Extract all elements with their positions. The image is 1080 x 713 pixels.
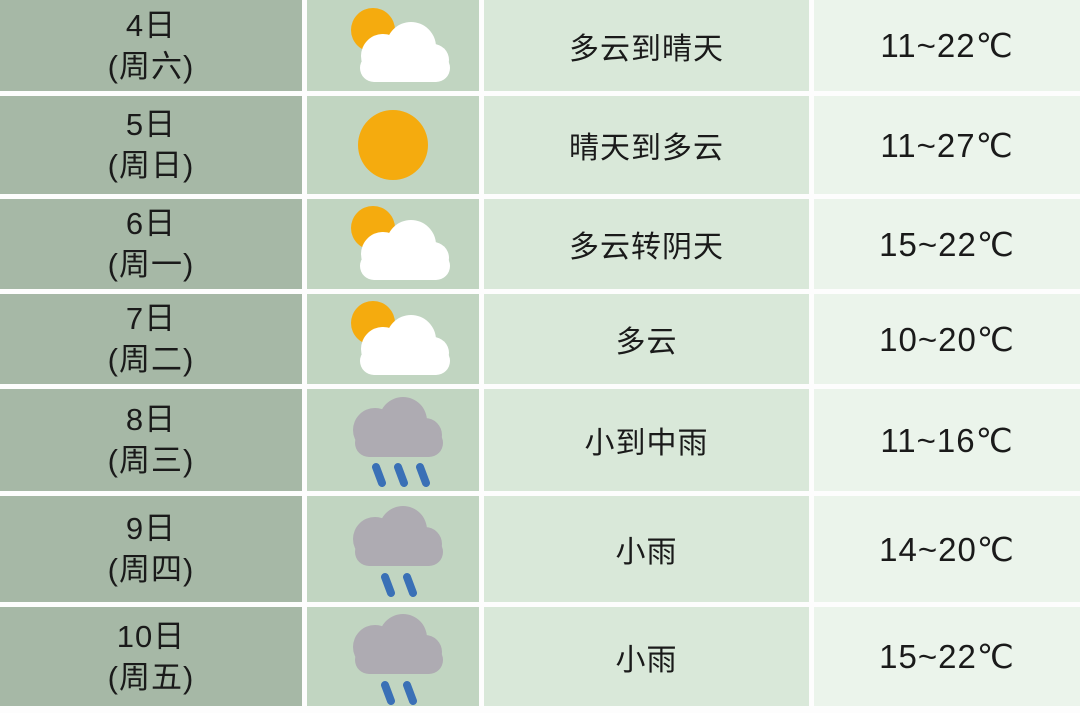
date-weekday: (周五)	[107, 659, 195, 695]
date-weekday: (周六)	[107, 48, 195, 84]
date-cell: 7日 (周二)	[0, 294, 302, 384]
temperature-text: 11~22℃	[880, 27, 1014, 64]
date-day: 6日	[125, 206, 177, 241]
condition-text: 小雨	[615, 536, 678, 569]
temperature-cell: 11~16℃	[814, 389, 1080, 491]
date-cell: 6日 (周一)	[0, 199, 302, 289]
weather-icon-cell	[307, 607, 479, 706]
date-cell: 9日 (周四)	[0, 496, 302, 602]
condition-text: 小到中雨	[584, 427, 709, 460]
date-day: 10日	[116, 618, 186, 654]
weather-icon-cell	[307, 96, 479, 194]
condition-text: 多云	[615, 326, 678, 359]
temperature-cell: 15~22℃	[814, 199, 1080, 289]
date-day: 7日	[125, 301, 177, 336]
date-cell: 4日 (周六)	[0, 0, 302, 91]
sun-behind-cloud-icon	[351, 206, 450, 280]
condition-cell: 多云转阴天	[484, 199, 809, 289]
condition-cell: 小到中雨	[484, 389, 809, 491]
temperature-cell: 14~20℃	[814, 496, 1080, 602]
condition-text: 小雨	[615, 643, 678, 677]
temperature-text: 15~22℃	[879, 225, 1015, 263]
rain-cloud-icon	[327, 609, 459, 705]
temperature-text: 10~20℃	[879, 320, 1015, 358]
weather-icon-cell	[307, 496, 479, 602]
temperature-cell: 15~22℃	[814, 607, 1080, 706]
condition-cell: 小雨	[484, 607, 809, 706]
date-day: 5日	[125, 107, 177, 142]
temperature-cell: 11~27℃	[814, 96, 1080, 194]
condition-cell: 晴天到多云	[484, 96, 809, 194]
date-day: 8日	[125, 402, 177, 437]
temperature-text: 15~22℃	[879, 638, 1015, 675]
date-cell: 8日 (周三)	[0, 389, 302, 491]
date-day: 9日	[125, 511, 177, 546]
temperature-text: 14~20℃	[879, 530, 1015, 568]
condition-text: 晴天到多云	[569, 132, 724, 165]
date-weekday: (周一)	[107, 247, 195, 282]
temperature-cell: 11~22℃	[814, 0, 1080, 91]
condition-text: 多云转阴天	[569, 231, 724, 264]
sun-behind-cloud-icon	[351, 7, 450, 82]
weather-icon-cell	[307, 294, 479, 384]
date-cell: 5日 (周日)	[0, 96, 302, 194]
temperature-cell: 10~20℃	[814, 294, 1080, 384]
weather-icon-cell	[307, 389, 479, 491]
rain-cloud-icon	[327, 501, 459, 597]
weather-icon-cell	[307, 199, 479, 289]
date-weekday: (周二)	[107, 342, 195, 377]
condition-text: 多云到晴天	[569, 32, 724, 66]
rain-cloud-icon	[327, 392, 459, 488]
sun-icon	[358, 110, 428, 180]
sun-behind-cloud-icon	[351, 301, 450, 375]
condition-cell: 小雨	[484, 496, 809, 602]
date-weekday: (周日)	[107, 148, 195, 183]
date-day: 4日	[125, 7, 177, 43]
temperature-text: 11~16℃	[880, 421, 1014, 459]
date-cell: 10日 (周五)	[0, 607, 302, 706]
temperature-text: 11~27℃	[880, 126, 1014, 164]
weather-icon-cell	[307, 0, 479, 91]
date-weekday: (周四)	[107, 552, 195, 587]
condition-cell: 多云	[484, 294, 809, 384]
date-weekday: (周三)	[107, 443, 195, 478]
condition-cell: 多云到晴天	[484, 0, 809, 91]
